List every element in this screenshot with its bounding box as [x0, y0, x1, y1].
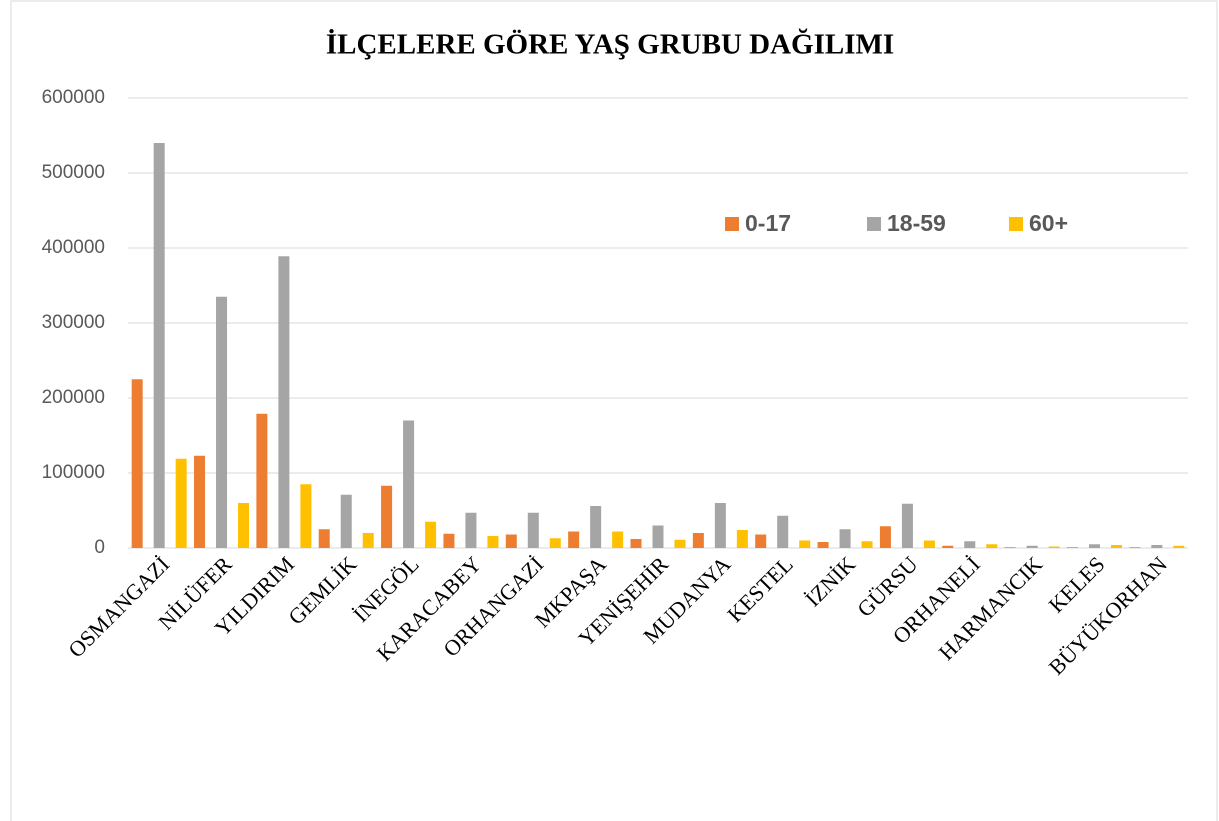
bar [799, 540, 811, 548]
y-tick-label: 0 [94, 537, 105, 558]
bar [942, 545, 954, 548]
bar [568, 531, 580, 548]
bar [1110, 545, 1122, 548]
bar [527, 512, 539, 548]
bar [443, 533, 455, 548]
bar [674, 539, 686, 548]
bar [153, 143, 165, 548]
bar [986, 544, 998, 548]
bar [216, 296, 228, 548]
y-tick-label: 600000 [42, 87, 105, 108]
bar [817, 542, 829, 548]
bar [1048, 546, 1060, 548]
bar [238, 503, 250, 548]
bar [175, 458, 187, 548]
y-tick-label: 300000 [42, 312, 105, 333]
bar [131, 379, 143, 548]
bar [340, 494, 352, 548]
bar [1151, 545, 1163, 548]
bar [403, 420, 415, 548]
bar [736, 530, 748, 548]
bar [652, 525, 664, 548]
y-tick-label: 500000 [42, 162, 105, 183]
y-tick-label: 400000 [42, 237, 105, 258]
bar [590, 506, 602, 548]
bar [1173, 545, 1185, 548]
bar [549, 538, 561, 548]
bar [612, 531, 624, 548]
bar [362, 533, 374, 548]
chart-title: İLÇELERE GÖRE YAŞ GRUBU DAĞILIMI [326, 28, 894, 61]
bar [505, 534, 517, 548]
bar [1004, 547, 1016, 548]
bar [381, 485, 393, 548]
bar [256, 413, 268, 548]
y-tick-label: 100000 [42, 462, 105, 483]
bar [318, 529, 330, 548]
bar [487, 536, 499, 548]
bar [777, 515, 789, 548]
bar [901, 503, 913, 548]
bar [1129, 547, 1141, 548]
y-tick-label: 200000 [42, 387, 105, 408]
legend-swatch [725, 217, 739, 231]
bar [278, 256, 290, 548]
bar [465, 512, 477, 548]
bar [300, 484, 312, 548]
legend-label: 0-17 [745, 210, 791, 236]
bar [630, 539, 642, 548]
legend-swatch [867, 217, 881, 231]
legend-label: 18-59 [887, 210, 946, 236]
bar [692, 533, 704, 548]
bar [194, 455, 206, 548]
bar [964, 541, 976, 548]
legend-label: 60+ [1029, 210, 1068, 236]
chart-border [10, 0, 1218, 821]
bar [755, 534, 767, 548]
bar [861, 541, 873, 548]
legend-swatch [1009, 217, 1023, 231]
bar [923, 540, 935, 548]
bar [714, 503, 726, 548]
bar [879, 526, 891, 548]
bar [1088, 544, 1100, 548]
bar [425, 521, 437, 548]
bar [1026, 545, 1038, 548]
bar [839, 529, 851, 548]
bar [1066, 547, 1078, 548]
